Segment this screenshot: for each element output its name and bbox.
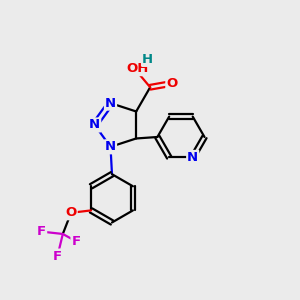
- Text: N: N: [89, 118, 100, 131]
- Text: N: N: [105, 97, 116, 110]
- Text: F: F: [37, 225, 46, 238]
- Text: N: N: [187, 151, 198, 164]
- Text: O: O: [166, 77, 178, 90]
- Text: OH: OH: [127, 62, 149, 75]
- Text: N: N: [105, 140, 116, 153]
- Text: H: H: [142, 53, 153, 66]
- Text: O: O: [65, 206, 77, 219]
- Text: F: F: [71, 235, 81, 248]
- Text: F: F: [53, 250, 62, 262]
